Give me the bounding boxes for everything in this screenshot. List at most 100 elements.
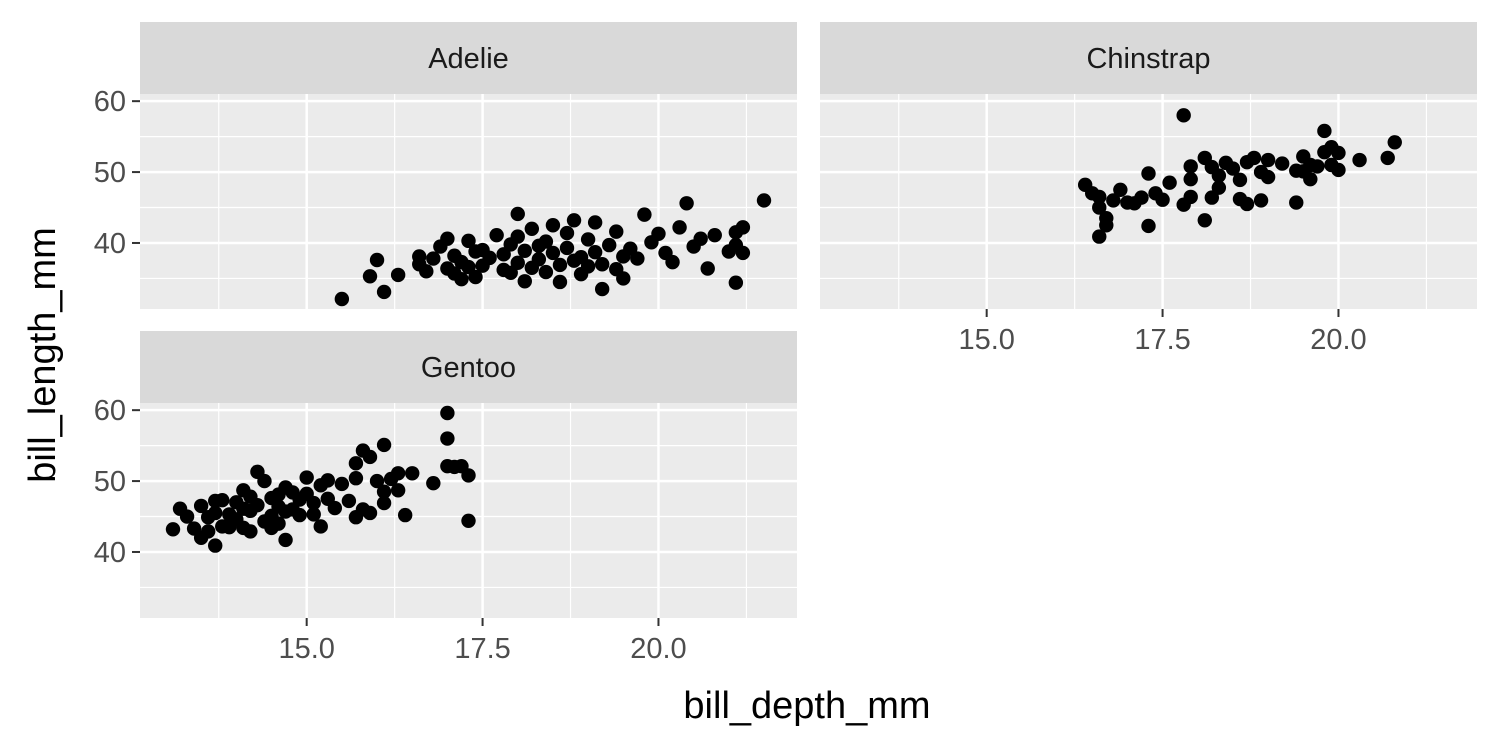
x-tick-label: 15.0 <box>278 633 334 665</box>
points-chinstrap <box>1077 108 1402 244</box>
data-point <box>1155 192 1170 207</box>
data-point <box>510 206 525 222</box>
x-tick-label: 20.0 <box>630 633 686 665</box>
data-point <box>1211 168 1227 183</box>
data-point <box>461 513 476 528</box>
data-point <box>1176 108 1191 123</box>
y-tick-label: 50 <box>94 466 126 498</box>
data-point <box>1253 193 1269 208</box>
data-point <box>1197 213 1212 228</box>
facet-panel-chinstrap: Chinstrap <box>820 22 1477 309</box>
bottom-axes: 15.0 17.5 20.0 15.0 17.5 20.0 <box>278 309 1367 665</box>
data-point <box>637 207 652 222</box>
data-point <box>369 252 385 268</box>
data-point <box>693 231 708 246</box>
data-point <box>602 237 617 253</box>
panel-background <box>820 94 1477 309</box>
y-tick-label: 60 <box>94 86 126 118</box>
data-point <box>405 466 420 481</box>
data-point <box>1260 152 1276 168</box>
data-point <box>250 497 265 513</box>
data-point <box>1183 189 1198 205</box>
data-point <box>594 281 610 297</box>
data-point <box>482 250 497 266</box>
data-point <box>440 431 455 446</box>
data-point <box>376 484 392 499</box>
data-point <box>1232 172 1248 188</box>
data-point <box>243 524 258 539</box>
data-point <box>208 505 223 521</box>
data-point <box>545 218 561 233</box>
data-point <box>412 249 427 264</box>
data-point <box>1274 156 1290 171</box>
data-point <box>651 226 666 241</box>
data-point <box>1113 182 1128 197</box>
facet-strip <box>140 22 797 94</box>
data-point <box>756 193 772 208</box>
data-point <box>510 255 525 271</box>
data-point <box>1303 171 1318 187</box>
data-point <box>165 522 181 537</box>
data-point <box>616 271 631 286</box>
data-point <box>454 271 469 287</box>
data-point <box>376 437 392 453</box>
facet-strip-label: Chinstrap <box>1086 43 1210 75</box>
data-point <box>341 493 357 509</box>
data-point <box>1352 152 1367 168</box>
data-point <box>440 231 455 246</box>
data-point <box>292 507 307 523</box>
x-tick-label: 17.5 <box>1134 324 1190 356</box>
points-gentoo <box>165 405 476 553</box>
data-point <box>320 473 335 488</box>
data-point <box>419 264 434 279</box>
data-point <box>362 505 378 521</box>
x-tick-label: 15.0 <box>958 324 1014 356</box>
data-point <box>700 261 715 276</box>
data-point <box>1317 123 1332 139</box>
data-point <box>1246 150 1262 166</box>
data-point <box>348 456 364 471</box>
data-point <box>1331 162 1346 178</box>
data-point <box>461 233 476 249</box>
data-point <box>559 225 575 241</box>
data-point <box>348 471 364 486</box>
data-point <box>440 405 455 421</box>
y-tick-label: 40 <box>94 228 126 260</box>
x-axis-title: bill_depth_mm <box>683 685 930 727</box>
data-point <box>306 507 321 522</box>
data-point <box>609 224 624 239</box>
data-point <box>369 473 385 489</box>
data-point <box>545 245 561 261</box>
data-point <box>1211 180 1227 195</box>
x-tick-label: 20.0 <box>1310 324 1366 356</box>
data-point <box>679 196 694 211</box>
data-point <box>468 269 483 285</box>
facet-strip-label: Gentoo <box>421 352 516 384</box>
data-point <box>334 476 350 492</box>
data-point <box>1092 189 1107 205</box>
data-point <box>390 466 406 481</box>
data-point <box>193 498 209 514</box>
data-point <box>735 220 751 235</box>
data-point <box>566 213 582 228</box>
y-tick-label: 50 <box>94 157 126 189</box>
data-point <box>1380 150 1395 166</box>
data-point <box>1239 196 1255 212</box>
data-point <box>1134 190 1149 205</box>
data-point <box>390 483 406 498</box>
data-point <box>397 507 413 523</box>
data-point <box>278 532 293 548</box>
data-point <box>376 495 392 511</box>
data-point <box>1225 161 1241 176</box>
facet-strip-label: Adelie <box>428 43 509 75</box>
data-point <box>179 509 195 524</box>
data-point <box>200 524 216 539</box>
data-point <box>426 251 441 266</box>
data-point <box>1387 135 1402 150</box>
data-point <box>665 254 680 270</box>
data-point <box>257 473 272 489</box>
x-tick-label: 17.5 <box>454 633 510 665</box>
data-point <box>390 267 406 283</box>
data-point <box>580 232 596 247</box>
